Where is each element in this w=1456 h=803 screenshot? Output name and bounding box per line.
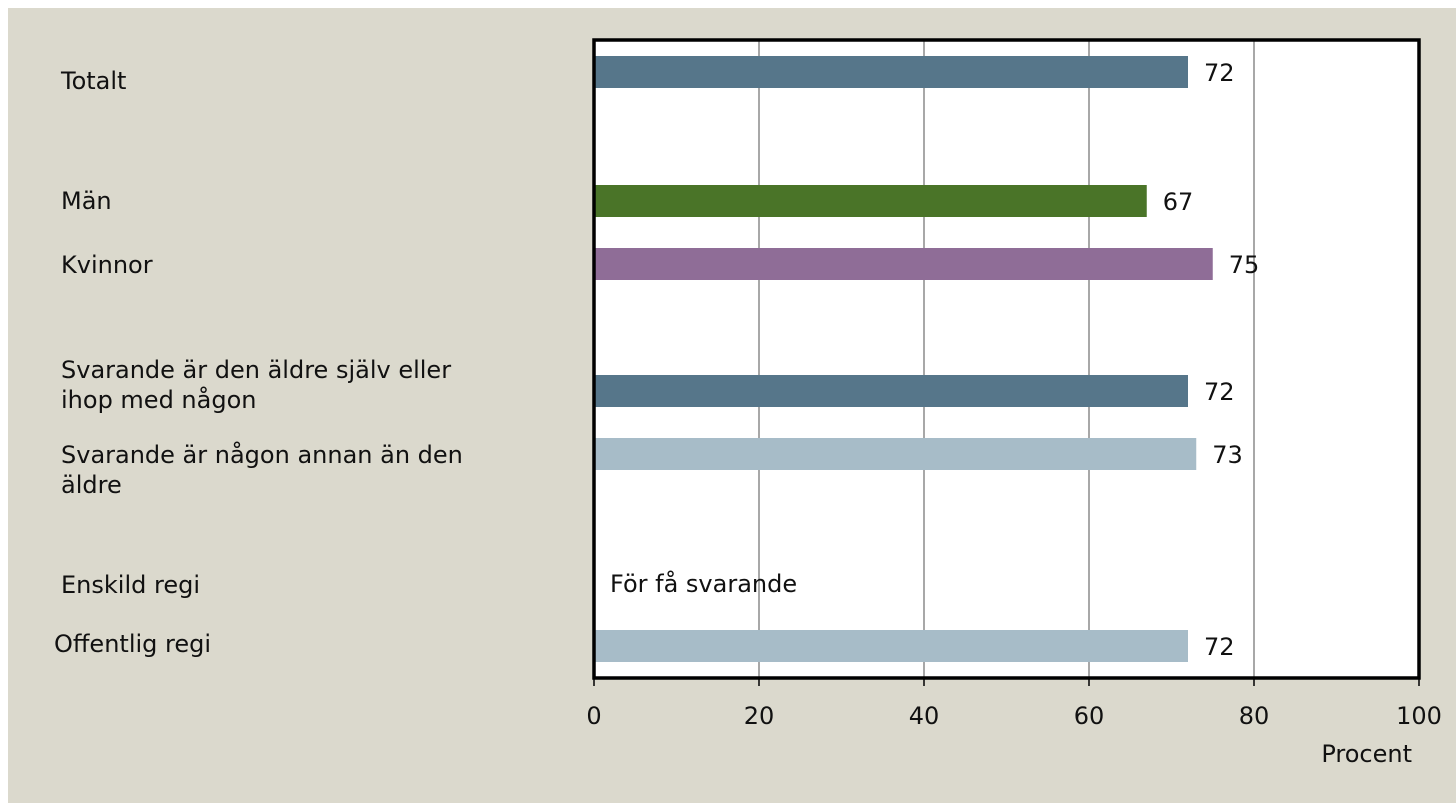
bar-3 bbox=[594, 375, 1188, 407]
x-tick-label-40: 40 bbox=[909, 702, 940, 730]
category-label-kvinnor: Kvinnor bbox=[61, 251, 153, 279]
data-label-4: 73 bbox=[1212, 441, 1243, 469]
plot-area bbox=[594, 40, 1419, 678]
bar-6 bbox=[594, 630, 1188, 662]
x-tick-label-100: 100 bbox=[1396, 702, 1442, 730]
bar-0 bbox=[594, 56, 1188, 88]
category-label-svarande-aldre: Svarande är den äldre själv eller ihop m… bbox=[61, 356, 452, 414]
category-label-man: Män bbox=[61, 187, 112, 215]
category-label-offentlig-regi: Offentlig regi bbox=[54, 630, 212, 658]
data-label-2: 75 bbox=[1229, 251, 1260, 279]
data-label-5: För få svarande bbox=[610, 569, 797, 598]
x-tick-label-0: 0 bbox=[586, 702, 601, 730]
bar-1 bbox=[594, 185, 1147, 217]
bar-4 bbox=[594, 438, 1197, 470]
data-label-1: 67 bbox=[1163, 188, 1194, 216]
category-label-totalt: Totalt bbox=[61, 67, 127, 95]
category-label-enskild-regi: Enskild regi bbox=[61, 571, 200, 599]
data-label-3: 72 bbox=[1204, 378, 1235, 406]
bar-2 bbox=[594, 248, 1213, 280]
x-tick-label-80: 80 bbox=[1239, 702, 1270, 730]
data-label-0: 72 bbox=[1204, 59, 1235, 87]
category-label-svarande-annan: Svarande är någon annan än den äldre bbox=[61, 441, 463, 499]
x-tick-label-60: 60 bbox=[1074, 702, 1105, 730]
x-tick-label-20: 20 bbox=[744, 702, 775, 730]
x-axis-label: Procent bbox=[1321, 740, 1412, 768]
plot-frame bbox=[592, 38, 1421, 680]
data-label-6: 72 bbox=[1204, 633, 1235, 661]
